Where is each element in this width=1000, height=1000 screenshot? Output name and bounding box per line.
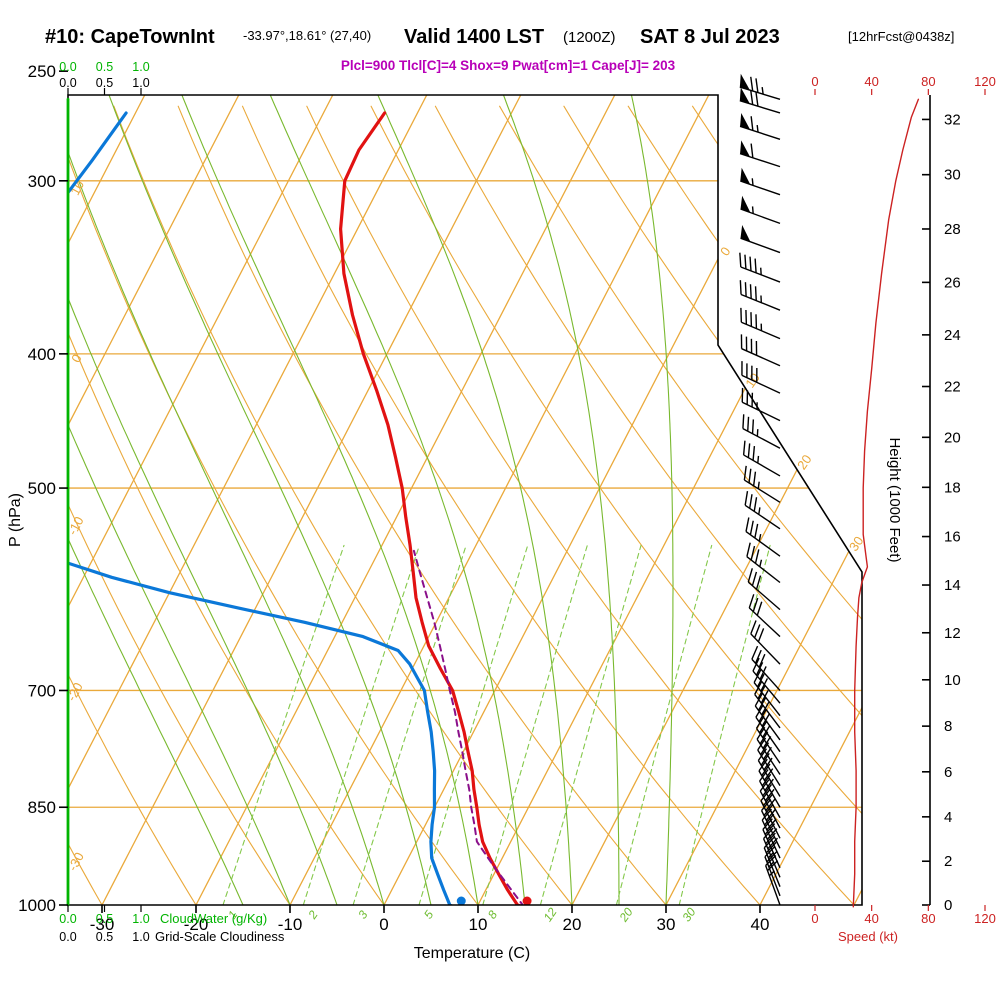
station-title: #10: CapeTownInt [45,26,215,48]
svg-text:30: 30 [846,533,867,553]
svg-text:0.5: 0.5 [96,930,113,944]
svg-text:10: 10 [67,178,87,198]
svg-text:40: 40 [864,74,878,89]
wind-barb-column [739,73,781,906]
svg-text:12: 12 [944,625,961,642]
station-coords: -33.97°,18.61° (27,40) [243,28,371,43]
svg-text:120: 120 [974,911,996,926]
speed-axis-label: Speed (kt) [838,929,898,944]
svg-text:1.0: 1.0 [132,912,149,926]
svg-text:0: 0 [811,74,818,89]
svg-text:28: 28 [944,221,961,238]
forecast-info: [12hrFcst@0438z] [848,29,954,44]
svg-text:400: 400 [28,345,56,364]
profile-layer [68,111,532,905]
chart-layers: 0102030100-10-20-30123581220302503004005… [18,60,996,944]
svg-text:16: 16 [944,529,961,546]
svg-text:0: 0 [379,915,388,934]
svg-text:18: 18 [944,479,961,496]
svg-text:-30: -30 [90,915,115,934]
surface-dewpoint-dot [456,896,466,905]
svg-text:2: 2 [305,908,321,923]
svg-text:30: 30 [657,915,676,934]
svg-text:2: 2 [944,853,952,870]
svg-text:40: 40 [864,911,878,926]
svg-text:0.0: 0.0 [59,912,76,926]
height-axis-label: Height (1000 Feet) [886,437,903,562]
svg-text:6: 6 [944,764,952,781]
svg-text:250: 250 [28,62,56,81]
svg-text:80: 80 [921,74,935,89]
svg-text:20: 20 [563,915,582,934]
valid-date: SAT 8 Jul 2023 [640,26,780,48]
svg-text:10: 10 [944,672,961,689]
svg-text:850: 850 [28,798,56,817]
svg-text:1000: 1000 [18,896,56,915]
svg-text:-10: -10 [278,915,303,934]
axis-titles: P (hPa) Temperature (C) Height (1000 Fee… [7,437,903,962]
svg-text:20: 20 [794,452,815,472]
surface-temp-dot [522,896,532,905]
svg-text:3: 3 [355,908,370,922]
titles: #10: CapeTownInt -33.97°,18.61° (27,40) … [45,26,954,73]
cloudiness-label: Grid-Scale Cloudiness [155,929,285,944]
svg-text:0.5: 0.5 [96,912,113,926]
svg-text:120: 120 [974,74,996,89]
svg-text:8: 8 [944,718,952,735]
stability-indices: Plcl=900 Tlcl[C]=4 Shox=9 Pwat[cm]=1 Cap… [341,58,676,73]
svg-text:24: 24 [944,327,961,344]
svg-text:4: 4 [944,809,952,826]
valid-time: Valid 1400 LST [404,26,544,48]
svg-text:30: 30 [944,167,961,184]
svg-text:80: 80 [921,911,935,926]
svg-text:0.0: 0.0 [59,930,76,944]
temperature-axis-label: Temperature (C) [414,945,530,962]
svg-text:0.0: 0.0 [59,76,76,90]
svg-text:12: 12 [541,905,560,924]
svg-text:0.5: 0.5 [96,76,113,90]
svg-text:500: 500 [28,479,56,498]
svg-text:10: 10 [469,915,488,934]
valid-zulu: (1200Z) [563,29,616,46]
svg-text:0.5: 0.5 [96,60,113,74]
svg-text:20: 20 [616,905,636,925]
svg-text:20: 20 [944,429,961,446]
svg-text:5: 5 [421,908,436,922]
svg-text:0: 0 [944,897,952,914]
svg-text:300: 300 [28,172,56,191]
svg-text:1.0: 1.0 [132,930,149,944]
svg-text:0.0: 0.0 [59,60,76,74]
svg-text:-20: -20 [184,915,209,934]
svg-text:1.0: 1.0 [132,76,149,90]
svg-text:14: 14 [944,577,961,594]
svg-text:1.0: 1.0 [132,60,149,74]
speed-profile-layer [852,98,920,908]
svg-text:26: 26 [944,274,961,291]
svg-text:40: 40 [751,915,770,934]
cloudwater-label: CloudWater (g/Kg) [160,911,267,926]
svg-text:30: 30 [679,905,698,924]
svg-text:0: 0 [717,244,733,259]
svg-text:0: 0 [811,911,818,926]
svg-text:22: 22 [944,379,961,396]
grid-layer [68,95,862,905]
pressure-axis-label: P (hPa) [7,493,24,547]
svg-text:32: 32 [944,111,961,128]
svg-text:700: 700 [28,681,56,700]
